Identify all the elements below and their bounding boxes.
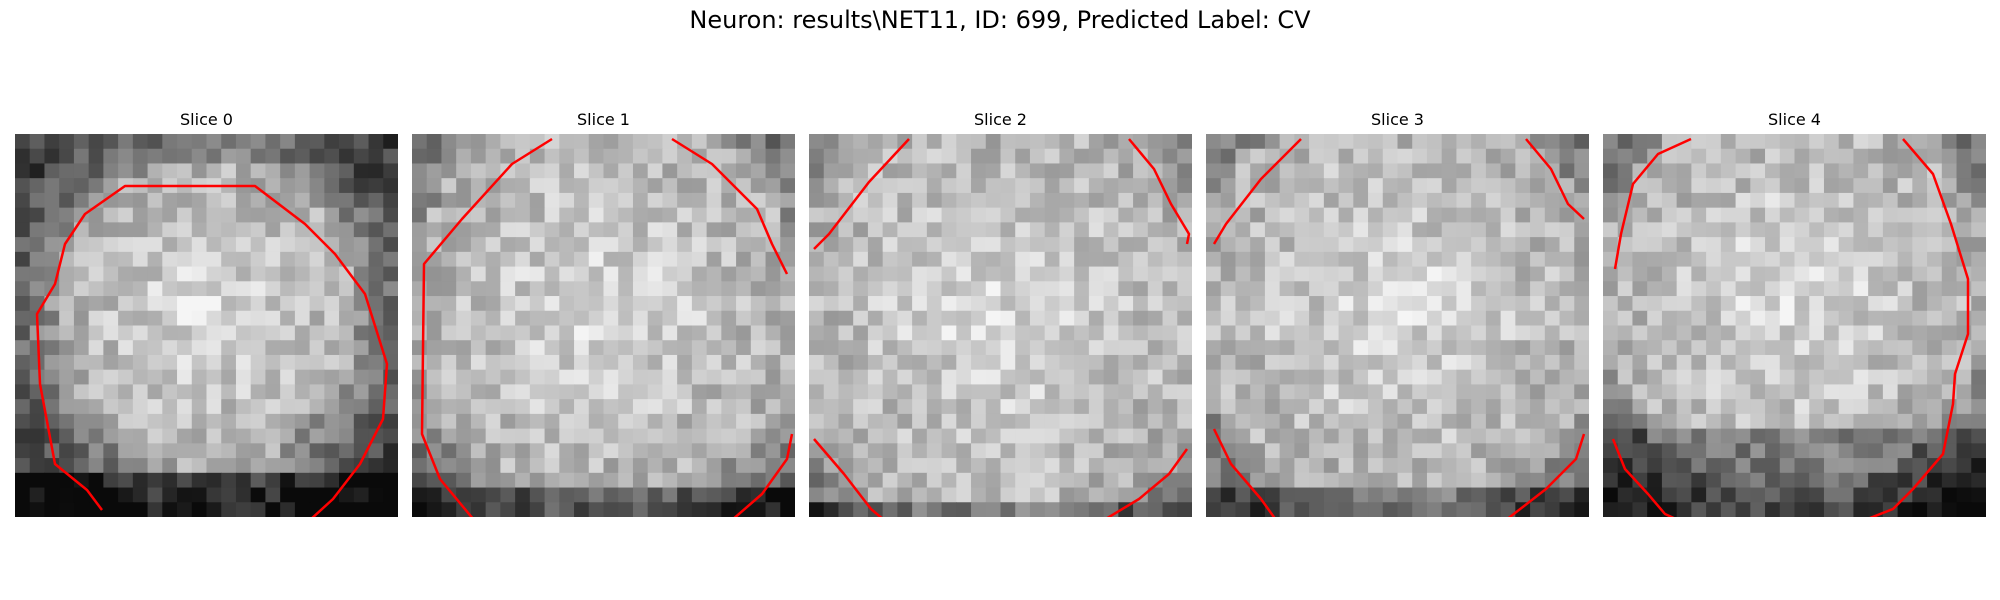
slice-title-2: Slice 2: [974, 110, 1027, 129]
slice-image-1: [412, 134, 795, 517]
contour-line: [671, 137, 789, 275]
contour-line: [1611, 438, 1675, 517]
contour-line: [813, 438, 883, 517]
contour-line: [1613, 137, 1692, 270]
contour-line: [420, 137, 553, 517]
contour-line: [1128, 138, 1191, 245]
slice-image-2: [809, 134, 1192, 517]
slice-image-3: [1206, 134, 1589, 517]
slice-image-0: [15, 134, 398, 517]
slice-title-4: Slice 4: [1768, 110, 1821, 129]
contour-line: [733, 433, 794, 517]
slice-title-0: Slice 0: [180, 110, 233, 129]
contour-line: [35, 184, 389, 517]
slice-image-4: [1603, 134, 1986, 517]
slice-title-3: Slice 3: [1371, 110, 1424, 129]
contour-line: [813, 138, 910, 250]
contour-line: [1525, 138, 1585, 220]
contour-line: [1212, 428, 1276, 517]
contour-line: [1212, 138, 1302, 245]
figure-title: Neuron: results\NET11, ID: 699, Predicte…: [689, 6, 1311, 34]
contour-line: [1507, 433, 1586, 517]
slice-title-1: Slice 1: [577, 110, 630, 129]
contour-line: [1869, 138, 1970, 517]
contour-line: [1106, 448, 1189, 517]
